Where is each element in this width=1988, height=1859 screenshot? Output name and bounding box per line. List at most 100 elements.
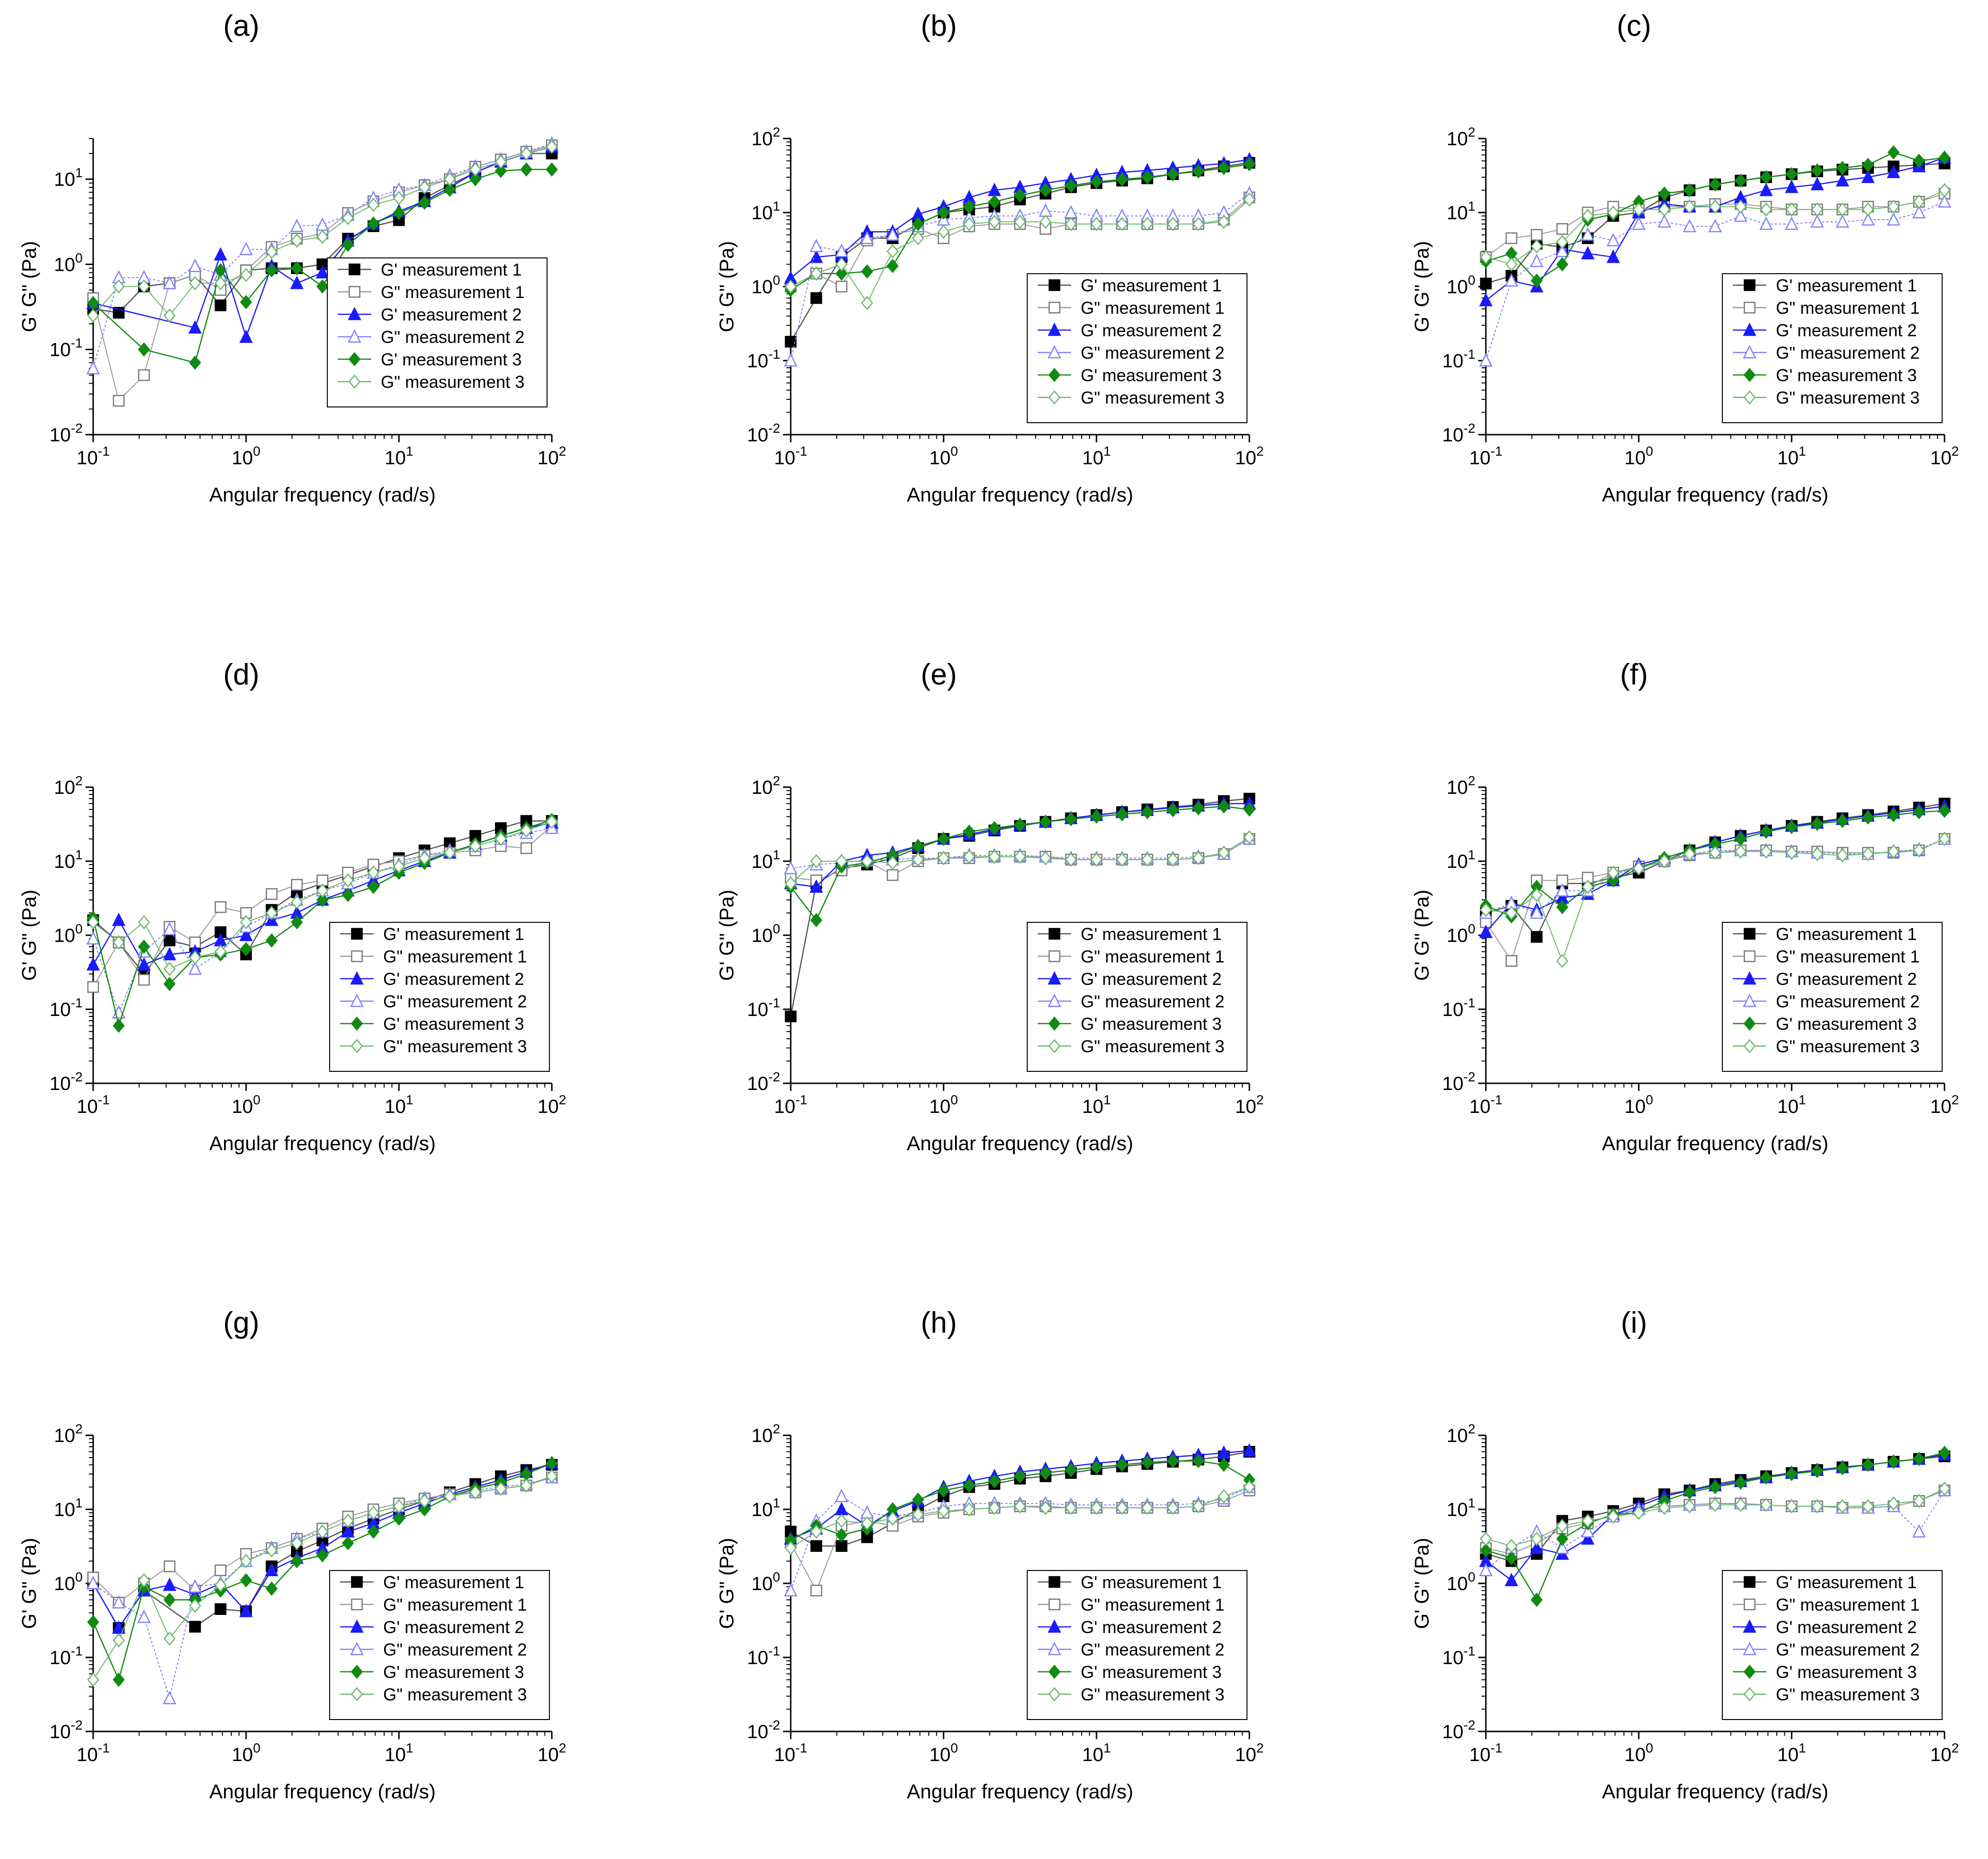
data-point	[342, 887, 354, 902]
y-axis-title: G' G" (Pa)	[715, 241, 738, 332]
data-point	[1064, 217, 1077, 231]
y-tick-label: 100	[1447, 921, 1475, 946]
data-point	[1014, 1499, 1026, 1514]
data-point	[112, 1595, 126, 1609]
legend-label: G" measurement 3	[1776, 1685, 1920, 1704]
legend-marker	[351, 1598, 363, 1611]
x-tick-label: 101	[1082, 1092, 1111, 1117]
legend-marker	[350, 994, 364, 1007]
legend-marker	[348, 286, 361, 298]
data-point	[1913, 843, 1925, 858]
data-point	[162, 921, 176, 935]
data-point	[214, 944, 227, 959]
legend: G' measurement 1 G" measurement 1 G' measu…	[1027, 922, 1247, 1072]
data-point	[546, 814, 558, 829]
legend-marker	[1048, 1016, 1061, 1031]
data-point	[1734, 1475, 1747, 1490]
data-point	[469, 172, 482, 187]
data-point	[239, 928, 253, 941]
data-point	[1480, 902, 1492, 917]
data-point	[1633, 202, 1645, 217]
data-point	[418, 180, 431, 195]
legend-marker	[1742, 971, 1757, 985]
chart-panel-3: (c)10-1 100 101 10210-210-1100101102Angular…	[1410, 10, 1959, 506]
data-point	[1887, 844, 1900, 859]
data-point	[240, 1554, 252, 1569]
legend-marker	[351, 1039, 363, 1053]
legend-label: G' measurement 1	[1081, 924, 1222, 944]
data-point	[1531, 931, 1543, 943]
y-tick-label: 100	[54, 250, 83, 275]
data-point	[163, 308, 176, 323]
data-point	[1658, 202, 1671, 217]
data-point	[393, 859, 405, 874]
data-point	[1760, 1470, 1773, 1485]
y-tick-label: 10-2	[1442, 1718, 1475, 1742]
data-point	[163, 962, 176, 976]
legend-label: G' measurement 3	[383, 1662, 524, 1682]
data-point	[137, 1609, 151, 1623]
y-axis-title: G' G" (Pa)	[715, 1538, 738, 1629]
data-point	[1505, 1538, 1518, 1553]
data-point	[1607, 873, 1620, 888]
data-point	[1039, 214, 1052, 229]
data-point	[835, 266, 848, 281]
data-point	[937, 205, 950, 220]
data-point	[137, 957, 151, 971]
x-axis-title: Angular frequency (rad/s)	[1602, 1132, 1828, 1154]
data-point	[1116, 217, 1128, 231]
data-point	[215, 299, 226, 311]
x-tick-label: 100	[232, 1092, 260, 1117]
legend-label: G' measurement 2	[383, 1617, 524, 1637]
x-tick-label: 102	[1235, 1092, 1264, 1117]
x-tick-label: 10-1	[76, 1092, 109, 1117]
data-point	[1606, 249, 1620, 263]
legend-label: G" measurement 1	[381, 282, 525, 302]
data-point	[860, 230, 874, 245]
data-point	[367, 879, 380, 894]
data-point	[1683, 1499, 1696, 1514]
data-point	[963, 199, 976, 214]
data-point	[1116, 1500, 1128, 1515]
data-point	[316, 229, 329, 244]
legend-marker	[1048, 1576, 1061, 1588]
legend-label: G" measurement 2	[381, 327, 525, 347]
data-point	[937, 832, 950, 846]
data-point	[162, 276, 176, 289]
y-tick-label: 10-2	[50, 1069, 83, 1094]
data-point	[1243, 802, 1256, 817]
data-point	[1683, 199, 1696, 214]
data-point	[418, 195, 431, 210]
data-point	[988, 849, 1001, 864]
data-point	[1938, 1445, 1951, 1460]
data-point	[1192, 1453, 1204, 1468]
legend-marker	[1048, 301, 1061, 314]
data-point	[1581, 1531, 1595, 1545]
data-point	[1862, 810, 1874, 825]
legend-label: G" measurement 3	[381, 372, 525, 392]
data-point	[188, 258, 202, 272]
data-point	[1784, 180, 1799, 193]
data-point	[443, 182, 456, 197]
data-point	[1938, 1481, 1951, 1496]
data-point	[265, 1581, 278, 1596]
legend-label: G' measurement 3	[1081, 1014, 1222, 1034]
data-point	[1504, 1572, 1518, 1586]
legend-marker	[1048, 1665, 1061, 1679]
legend-label: G" measurement 1	[1081, 298, 1225, 318]
x-axis-title: Angular frequency (rad/s)	[907, 483, 1133, 506]
y-tick-label: 10-1	[50, 995, 83, 1020]
data-point	[163, 976, 176, 991]
legend-label: G' measurement 2	[1776, 321, 1917, 340]
series-4	[1479, 194, 1952, 367]
data-point	[290, 233, 303, 248]
legend-marker	[1743, 1665, 1756, 1679]
data-point	[1913, 1452, 1925, 1466]
data-point	[1479, 1562, 1493, 1576]
series-6	[784, 830, 1256, 891]
data-point	[1938, 150, 1951, 165]
data-point	[861, 1516, 873, 1530]
data-point	[520, 162, 533, 177]
data-point	[887, 869, 899, 881]
